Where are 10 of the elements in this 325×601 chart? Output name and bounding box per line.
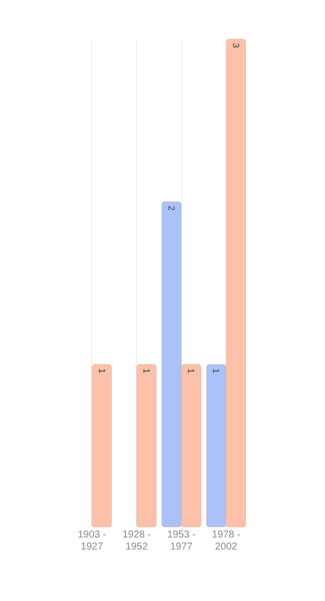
data-label: 1: [211, 368, 222, 374]
data-label: 1: [141, 368, 152, 374]
x-tick-label: 1903 - 1927: [78, 530, 106, 552]
x-tick-label: 1978 - 2002: [212, 530, 240, 552]
data-label: 1: [186, 368, 196, 374]
x-tick-label: 1928 - 1952: [122, 530, 151, 552]
x-tick-label: 1953 - 1977: [167, 530, 196, 552]
data-label: 2: [166, 206, 177, 211]
data-label: 1: [96, 368, 107, 374]
data-label: 3: [230, 43, 241, 48]
